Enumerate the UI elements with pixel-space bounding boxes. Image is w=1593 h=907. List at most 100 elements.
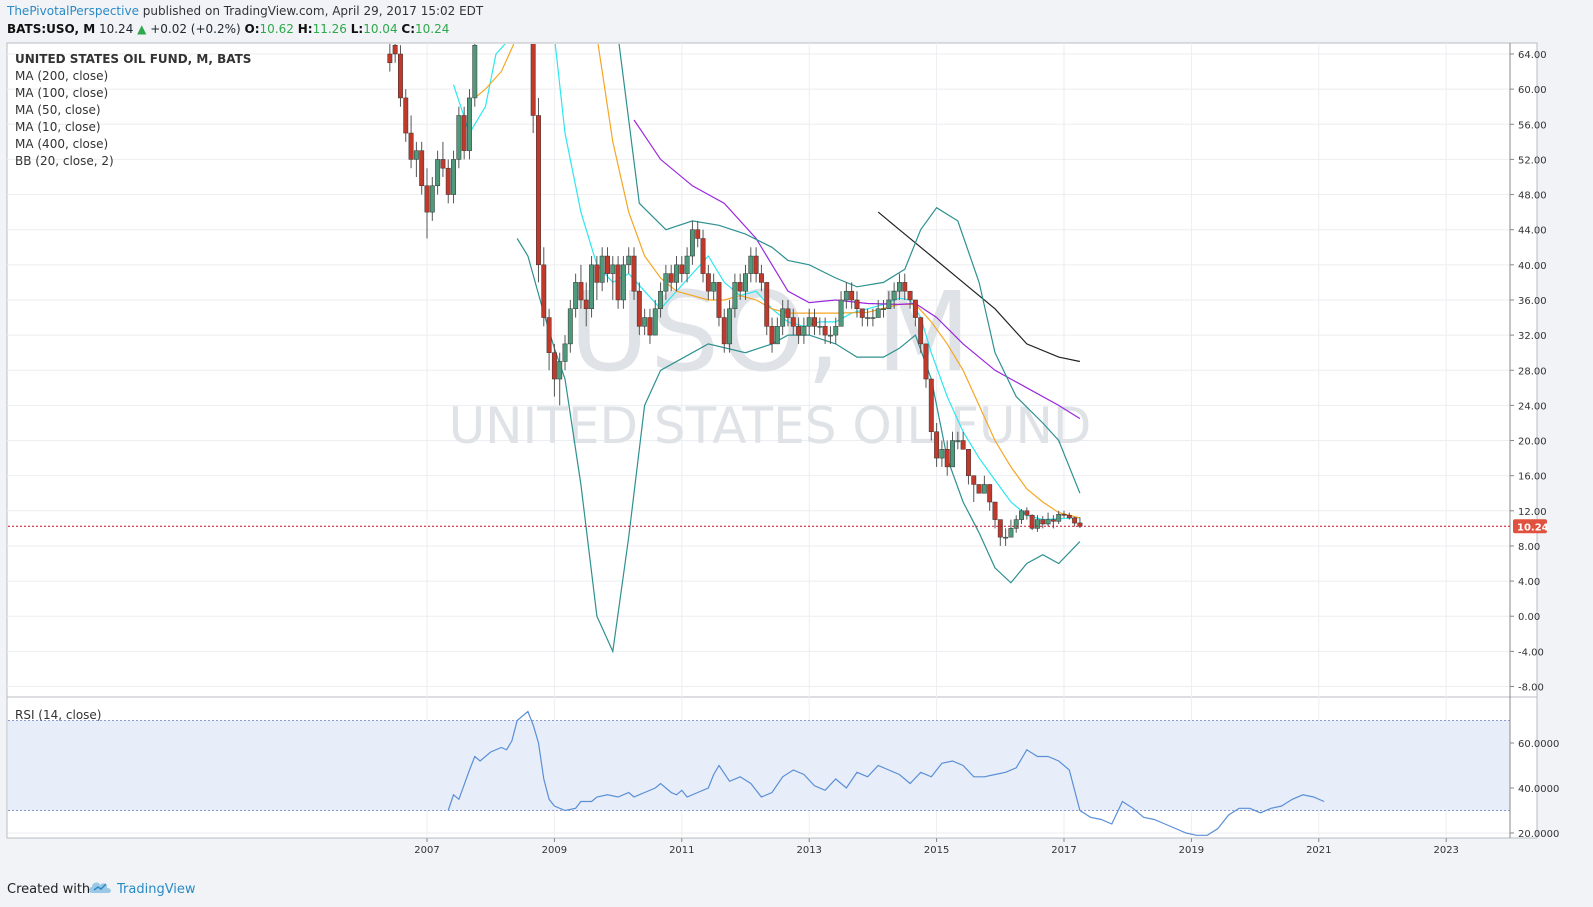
publish-line: ThePivotalPerspective published on Tradi… xyxy=(7,4,483,18)
candle-body-down xyxy=(705,273,711,292)
candle xyxy=(679,256,685,283)
candle xyxy=(684,247,690,283)
candle-body-down xyxy=(445,167,451,195)
candle xyxy=(753,247,759,283)
last-price-tag-text: 10.24 xyxy=(1517,522,1549,533)
price-axis[interactable]: 64.00 60.00 56.00 52.00 48.00 44.00 40.00 36.00… xyxy=(1509,43,1547,838)
legend-rsi[interactable]: RSI (14, close) xyxy=(15,708,101,722)
candle xyxy=(896,273,902,300)
candle xyxy=(1061,510,1067,518)
candle-body-down xyxy=(785,308,791,318)
candle-body-up xyxy=(610,264,616,274)
candle-body-down xyxy=(854,299,860,310)
legend-ma200[interactable]: MA (200, close) xyxy=(15,69,108,83)
candle-body-up xyxy=(652,308,658,336)
chart-area[interactable]: USO, M UNITED STATES OIL FUND 64.0060.00… xyxy=(0,40,1593,868)
candle xyxy=(663,264,669,300)
candle xyxy=(1056,510,1062,524)
candle xyxy=(881,299,886,318)
candle-body-up xyxy=(801,326,807,336)
candle xyxy=(413,141,419,177)
candle-body-down xyxy=(392,44,398,55)
candle-body-down xyxy=(997,519,1003,538)
price-tick-label: 32.00 xyxy=(1518,331,1547,342)
legend-ma10[interactable]: MA (10, close) xyxy=(15,120,101,134)
price-tick-label: 20.00 xyxy=(1518,437,1547,448)
time-tick-label: 2013 xyxy=(796,845,821,856)
symbol-label[interactable]: BATS:USO, M xyxy=(7,22,96,36)
rsi-tick-label: 60.0000 xyxy=(1518,739,1559,750)
rsi-axis[interactable]: 60.0000 40.0000 20.0000 xyxy=(1510,739,1559,840)
candle-body-down xyxy=(530,44,536,116)
candle-body-up xyxy=(838,299,844,327)
candle xyxy=(398,45,403,107)
candle-body-down xyxy=(758,273,764,283)
legend-ma50[interactable]: MA (50, close) xyxy=(15,103,101,117)
candle xyxy=(737,273,743,300)
tradingview-link[interactable]: TradingView xyxy=(117,882,196,897)
candle-body-up xyxy=(827,334,833,337)
candle xyxy=(1066,512,1072,520)
price-tick-label: 8.00 xyxy=(1518,542,1540,553)
candle xyxy=(849,282,855,309)
candle xyxy=(440,141,446,177)
candle xyxy=(589,256,595,318)
candle xyxy=(557,352,563,406)
candle-body-down xyxy=(934,431,940,459)
candle-body-up xyxy=(1045,519,1051,525)
candle xyxy=(451,150,456,204)
candle-body-down xyxy=(536,115,541,266)
rsi-tick-label: 20.0000 xyxy=(1518,829,1559,840)
candle xyxy=(467,89,472,160)
candle xyxy=(419,141,425,195)
price-tick-label: 4.00 xyxy=(1518,577,1540,588)
candle xyxy=(594,256,600,300)
candle-body-down xyxy=(419,150,425,187)
candle xyxy=(536,97,541,283)
candle xyxy=(827,326,833,344)
candle xyxy=(939,440,945,467)
legend-ma400[interactable]: MA (400, close) xyxy=(15,137,108,151)
price-tick-label: 28.00 xyxy=(1518,366,1547,377)
candle xyxy=(833,317,839,344)
candle-body-up xyxy=(881,308,886,311)
time-axis[interactable]: 2007 2009 2011 2013 2015 2017 2019 2021 2023 xyxy=(414,838,1459,856)
candle-body-down xyxy=(631,255,637,292)
candle xyxy=(796,317,802,344)
price-tick-label: 48.00 xyxy=(1518,191,1547,202)
price-tick-label: 36.00 xyxy=(1518,296,1547,307)
candle xyxy=(907,290,913,309)
up-arrow-icon: ▲ xyxy=(137,22,147,36)
candle xyxy=(801,317,807,344)
candle xyxy=(748,247,754,283)
open-value: 10.62 xyxy=(259,22,294,36)
candle xyxy=(912,299,918,327)
candle xyxy=(429,176,435,221)
candle-body-up xyxy=(833,326,839,336)
candle xyxy=(918,317,924,353)
price-tick-label: 64.00 xyxy=(1518,50,1547,61)
price-tick-label: 60.00 xyxy=(1518,85,1547,96)
series-ma100-4 xyxy=(633,119,1081,420)
candle xyxy=(758,264,764,292)
candle-body-up xyxy=(663,273,669,292)
candle-body-up xyxy=(896,282,902,292)
legend-bb[interactable]: BB (20, close, 2) xyxy=(15,154,114,168)
candle xyxy=(700,229,706,283)
candle xyxy=(1035,515,1040,532)
candle xyxy=(934,422,940,467)
candle-body-down xyxy=(822,326,828,336)
candle xyxy=(785,299,791,327)
candle-body-down xyxy=(790,317,796,327)
series-ma50-2 xyxy=(474,44,515,99)
author-link[interactable]: ThePivotalPerspective xyxy=(7,4,139,18)
candle-body-down xyxy=(918,317,924,345)
candle xyxy=(902,273,908,300)
open-label: O: xyxy=(244,22,260,36)
candle-body-up xyxy=(435,159,441,187)
candle-body-down xyxy=(461,115,467,151)
legend-ma100[interactable]: MA (100, close) xyxy=(15,86,108,100)
candle-body-down xyxy=(1061,514,1067,516)
candle xyxy=(567,299,573,353)
candle xyxy=(875,299,881,318)
